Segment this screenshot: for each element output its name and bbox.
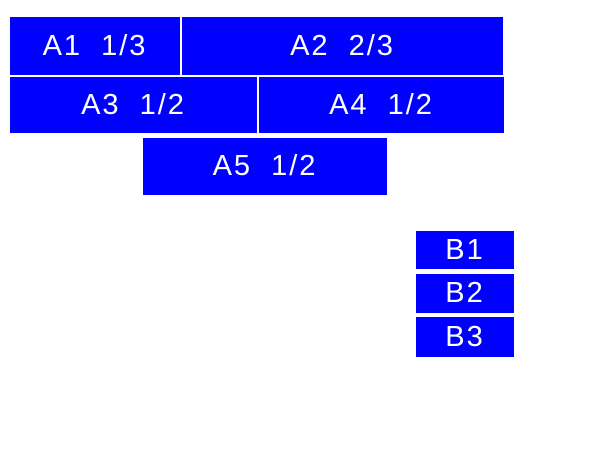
box-label-a4: A4 1/2 xyxy=(329,88,434,121)
box-label-a2: A2 2/3 xyxy=(290,29,395,62)
box-a4: A4 1/2 xyxy=(259,77,504,133)
box-b1: B1 xyxy=(416,231,514,269)
box-b3: B3 xyxy=(416,317,514,357)
box-label-a5: A5 1/2 xyxy=(212,150,318,182)
box-b2: B2 xyxy=(416,274,514,313)
box-label-b3: B3 xyxy=(445,320,485,353)
box-a2: A2 2/3 xyxy=(182,17,503,75)
box-label-b1: B1 xyxy=(445,233,485,266)
box-label-a1: A1 1/3 xyxy=(42,29,148,62)
box-a1: A1 1/3 xyxy=(10,17,180,75)
box-label-b2: B2 xyxy=(445,277,485,309)
box-a3: A3 1/2 xyxy=(10,77,257,133)
box-label-a3: A3 1/2 xyxy=(81,88,186,121)
box-a5: A5 1/2 xyxy=(143,138,387,195)
